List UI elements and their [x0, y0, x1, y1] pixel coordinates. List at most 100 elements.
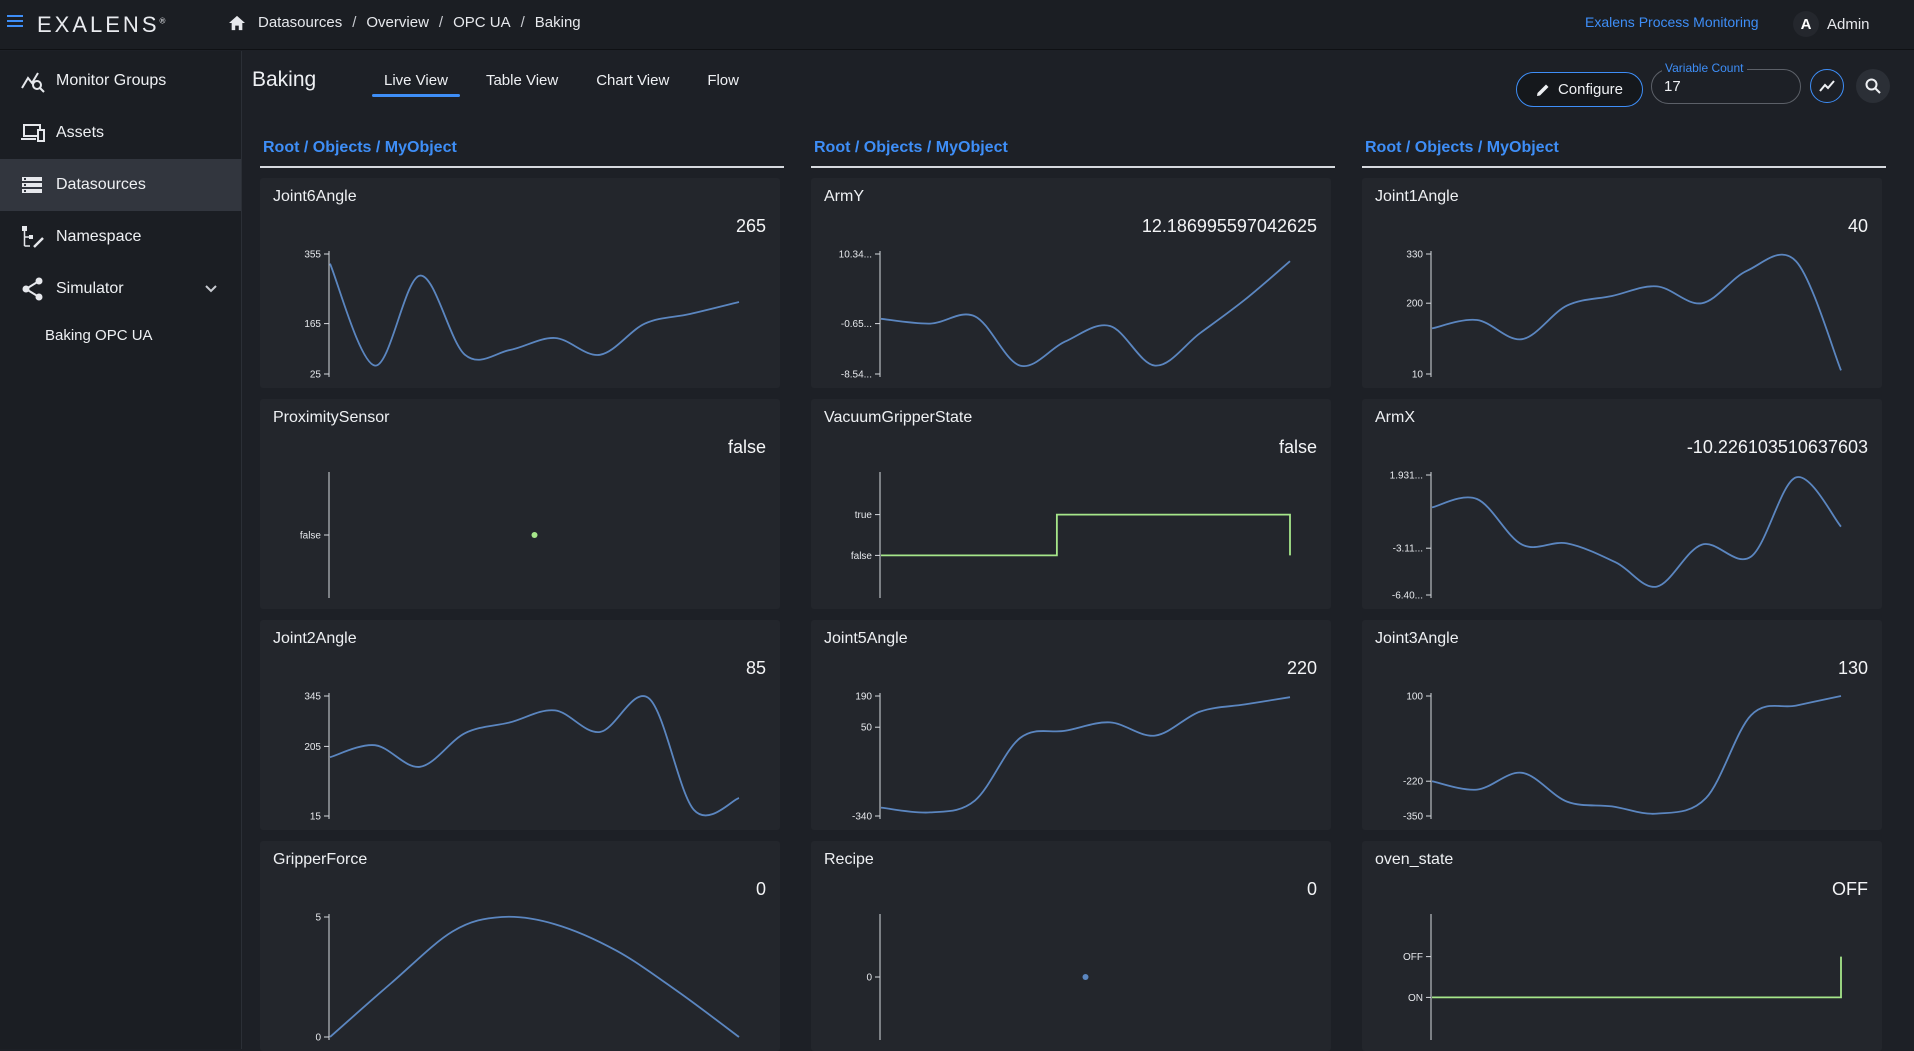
- variable-value: 0: [1306, 879, 1317, 899]
- y-tick-label: 190: [855, 692, 872, 703]
- tab-live-view[interactable]: Live View: [372, 72, 460, 97]
- variable-count-label: Variable Count: [1662, 61, 1747, 75]
- y-tick-label: OFF: [1403, 952, 1423, 963]
- breadcrumb-item-opc-ua[interactable]: OPC UA: [453, 14, 511, 31]
- variable-value: false: [727, 437, 766, 457]
- page-title: Baking: [252, 68, 317, 91]
- step-line: [881, 513, 1291, 557]
- sparkline-chart: 190 50 -340: [852, 692, 1291, 823]
- variable-name: GripperForce: [273, 851, 368, 868]
- trend-chart-button[interactable]: [1810, 69, 1844, 103]
- y-tick-label: -6.40...: [1392, 591, 1423, 602]
- assets-icon: [21, 124, 45, 142]
- variable-card-oven-state[interactable]: oven_state OFF OFF ON: [1362, 841, 1882, 1051]
- y-tick-label: 15: [310, 812, 322, 823]
- configure-label: Configure: [1557, 81, 1624, 98]
- column-path-3[interactable]: Root / Objects / MyObject: [1362, 138, 1886, 168]
- namespace-icon: [22, 226, 44, 248]
- sparkline-chart: 1.931... -3.11... -6.40...: [1390, 471, 1842, 602]
- variable-card-joint2angle[interactable]: Joint2Angle 85 345 205 15: [260, 620, 780, 830]
- variable-card-proximitysensor[interactable]: ProximitySensor false false: [260, 399, 780, 609]
- variable-value: 85: [745, 658, 766, 678]
- y-tick-label: ON: [1408, 993, 1423, 1004]
- process-monitoring-link[interactable]: Exalens Process Monitoring: [1585, 14, 1759, 30]
- sidebar-item-simulator[interactable]: Simulator: [0, 263, 241, 315]
- data-point: [1082, 974, 1089, 980]
- chevron-down-icon[interactable]: [203, 281, 219, 297]
- user-menu[interactable]: A Admin: [1793, 11, 1870, 37]
- variable-value: -10.226103510637603: [1686, 437, 1868, 457]
- variable-card-army[interactable]: ArmY 12.186995597042625 10.34... -0.65... -8…: [811, 178, 1331, 388]
- y-tick-label: 10: [1412, 370, 1424, 381]
- tab-flow[interactable]: Flow: [707, 72, 739, 89]
- variable-card-armx[interactable]: ArmX -10.226103510637603 1.931... -3.11... -…: [1362, 399, 1882, 609]
- sidebar-subitem-baking-opc-ua[interactable]: Baking OPC UA: [45, 326, 153, 344]
- tab-chart-view[interactable]: Chart View: [596, 72, 670, 89]
- sidebar-item-assets[interactable]: Assets: [0, 107, 241, 159]
- sidebar-item-datasources[interactable]: Datasources: [0, 159, 241, 211]
- series-line: [329, 695, 740, 817]
- y-tick-label: 330: [1406, 250, 1423, 261]
- sidebar-item-label: Assets: [56, 124, 105, 141]
- sidebar-item-monitor-groups[interactable]: Monitor Groups: [0, 55, 241, 107]
- breadcrumb-item-baking: Baking: [534, 14, 581, 31]
- variable-name: Joint3Angle: [1375, 630, 1459, 647]
- top-bar: EXALENS® Datasources / Overview / OPC UA…: [0, 0, 1914, 50]
- y-tick-label: 355: [304, 250, 321, 261]
- breadcrumb-separator: /: [520, 14, 525, 31]
- y-tick-label: false: [851, 551, 873, 562]
- search-icon: [1865, 78, 1881, 94]
- variable-card-gripperforce[interactable]: GripperForce 0 5 0: [260, 841, 780, 1051]
- simulator-icon: [22, 277, 43, 301]
- y-tick-label: 165: [304, 319, 321, 330]
- series-line: [329, 263, 740, 367]
- variable-name: ArmX: [1375, 409, 1415, 426]
- series-line: [329, 915, 740, 1038]
- sparkline-chart: 330 200 10: [1406, 250, 1842, 381]
- variable-count-field[interactable]: Variable Count: [1651, 61, 1801, 104]
- y-tick-label: 0: [315, 1033, 321, 1044]
- configure-button[interactable]: Configure: [1516, 72, 1643, 107]
- variable-card-joint6angle[interactable]: Joint6Angle 265 355 165 25: [260, 178, 780, 388]
- y-tick-label: 5: [315, 913, 321, 924]
- breadcrumb-item-datasources[interactable]: Datasources: [258, 14, 343, 31]
- variable-name: ProximitySensor: [273, 409, 390, 426]
- variable-card-joint5angle[interactable]: Joint5Angle 220 190 50 -340: [811, 620, 1331, 830]
- home-icon[interactable]: [228, 15, 246, 31]
- y-tick-label: 200: [1406, 299, 1423, 310]
- variable-value: OFF: [1832, 879, 1868, 899]
- monitor-groups-icon: [21, 72, 45, 93]
- sparkline-chart: false: [300, 472, 538, 598]
- sidebar-item-label: Datasources: [56, 176, 146, 193]
- variable-name: VacuumGripperState: [824, 409, 973, 426]
- variable-card-joint3angle[interactable]: Joint3Angle 130 100 -220 -350: [1362, 620, 1882, 830]
- hamburger-menu-icon[interactable]: [7, 15, 23, 29]
- breadcrumb-item-overview[interactable]: Overview: [366, 14, 429, 31]
- variable-value: 220: [1286, 658, 1317, 678]
- variable-card-recipe[interactable]: Recipe 0 0: [811, 841, 1331, 1051]
- tab-table-view[interactable]: Table View: [485, 72, 559, 89]
- y-tick-label: 0: [866, 973, 872, 984]
- y-tick-label: -220: [1403, 777, 1423, 788]
- variable-card-joint1angle[interactable]: Joint1Angle 40 330 200 10: [1362, 178, 1882, 388]
- sparkline-chart: 345 205 15: [304, 692, 740, 823]
- column-path-2[interactable]: Root / Objects / MyObject: [811, 138, 1335, 168]
- exalens-logo[interactable]: EXALENS®: [37, 12, 166, 37]
- variable-card-vacuumgripperstate[interactable]: VacuumGripperState false true false: [811, 399, 1331, 609]
- sidebar-item-label: Monitor Groups: [56, 72, 167, 89]
- y-tick-label: 100: [1406, 692, 1423, 703]
- variable-value: 265: [735, 216, 766, 236]
- variable-value: 40: [1847, 216, 1868, 236]
- breadcrumb-separator: /: [438, 14, 444, 31]
- pencil-icon: [1536, 84, 1549, 96]
- column-path-1[interactable]: Root / Objects / MyObject: [260, 138, 784, 168]
- variable-count-input[interactable]: [1664, 78, 1784, 95]
- search-button[interactable]: [1856, 69, 1890, 103]
- data-point: [531, 532, 538, 538]
- variable-value: 130: [1837, 658, 1868, 678]
- view-tabs: Live View Table View Chart View Flow: [372, 72, 765, 97]
- series-line: [1431, 695, 1842, 815]
- variable-value: false: [1278, 437, 1317, 457]
- sidebar-item-namespace[interactable]: Namespace: [0, 211, 241, 263]
- breadcrumb: Datasources / Overview / OPC UA / Baking: [228, 14, 581, 31]
